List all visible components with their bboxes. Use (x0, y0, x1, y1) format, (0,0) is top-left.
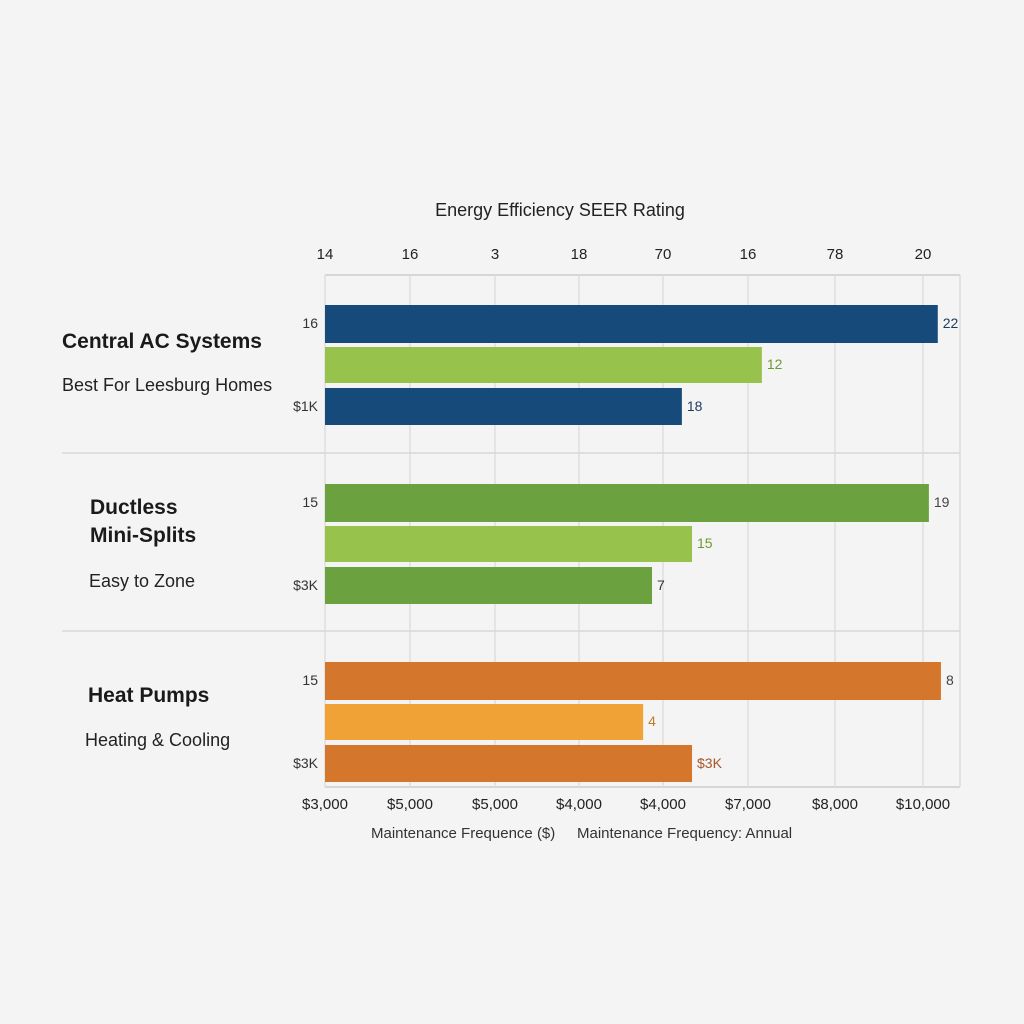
bar-value-label: $3K (697, 754, 722, 771)
y-tick-label: 15 (302, 672, 318, 688)
bottom-tick-label: $4,000 (640, 796, 686, 813)
bottom-tick-label: $8,000 (812, 796, 858, 813)
group-subtitle: Best For Leesburg Homes (62, 375, 273, 395)
bar (325, 347, 762, 383)
bar (325, 745, 693, 782)
bar-value-label: 19 (933, 494, 950, 510)
bottom-tick-label: $4,000 (556, 796, 602, 813)
y-tick-label: $3K (293, 754, 318, 771)
group-name: Heat Pumps (88, 684, 210, 707)
bar-value-label: 18 (686, 397, 703, 414)
bar (325, 305, 938, 343)
top-tick-label: 20 (914, 246, 932, 263)
bar-value-label: 7 (657, 576, 665, 593)
bottom-tick-label: $7,000 (725, 796, 771, 813)
chart-title: Energy Efficiency SEER Rating (435, 200, 685, 220)
top-tick-label: 18 (570, 246, 588, 263)
top-tick-label: 16 (739, 246, 757, 263)
top-tick-label: 3 (490, 246, 500, 263)
y-tick-label: $3K (293, 576, 318, 593)
bar (325, 388, 682, 425)
bottom-tick-label: $3,000 (302, 796, 348, 813)
y-tick-label: 16 (302, 315, 318, 331)
bottom-tick-label: $5,000 (387, 796, 433, 813)
bar-value-label: 15 (697, 535, 713, 551)
top-tick-label: 14 (316, 246, 334, 263)
bar (325, 484, 929, 522)
y-tick-label: $1K (293, 397, 318, 414)
bar-value-label: 22 (942, 315, 959, 331)
bar (325, 567, 653, 604)
bar (325, 662, 941, 700)
bar-value-label: 12 (766, 356, 783, 372)
group-name: Ductless (90, 496, 178, 519)
bottom-tick-label: $5,000 (472, 796, 518, 813)
bar (325, 704, 644, 740)
x-axis-label: Maintenance Frequence ($) (371, 825, 556, 842)
top-tick-label: 16 (401, 246, 419, 263)
group-subtitle: Heating & Cooling (85, 730, 231, 750)
top-tick-label: 78 (826, 246, 844, 263)
y-tick-label: 15 (302, 494, 318, 510)
group-name: Mini-Splits (90, 524, 197, 547)
top-tick-label: 70 (654, 246, 672, 263)
group-subtitle: Easy to Zone (89, 571, 196, 591)
x-axis-label: Maintenance Frequency: Annual (577, 825, 793, 842)
bar (325, 526, 693, 562)
bar-value-label: 8 (945, 672, 954, 688)
bar-value-label: 4 (648, 713, 656, 729)
group-name: Central AC Systems (62, 330, 262, 353)
bottom-tick-label: $10,000 (895, 796, 951, 813)
